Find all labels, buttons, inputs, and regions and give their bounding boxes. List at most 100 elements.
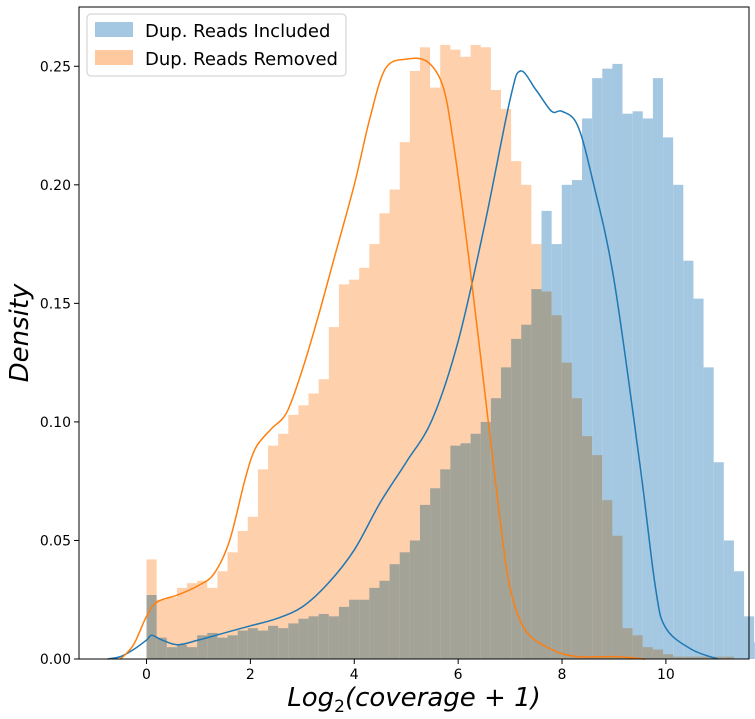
histogram-bar [146, 559, 157, 659]
x-axis-title-subscript: 2 [334, 697, 345, 717]
histogram-bar [592, 455, 603, 659]
histogram-bar [217, 571, 228, 659]
histogram-bar [430, 87, 441, 660]
histogram-bar [723, 656, 734, 659]
histogram-bar [268, 445, 279, 659]
histogram-bar [480, 47, 491, 659]
x-axis-title-rest: (coverage + 1) [345, 683, 541, 713]
histogram-bar [582, 436, 593, 659]
histogram-bar [673, 184, 684, 659]
histogram-bar [582, 118, 593, 659]
legend-box [86, 13, 347, 77]
histogram-bar [622, 113, 633, 659]
histogram-bar [612, 535, 623, 659]
histogram-bar [541, 291, 552, 659]
y-tick-label: 0.25 [40, 59, 71, 75]
histogram-bar [642, 118, 653, 659]
histogram-bar [693, 298, 704, 659]
histogram-bar [227, 552, 238, 659]
histogram-bar [612, 63, 623, 660]
x-axis-title: Log2(coverage + 1) [287, 683, 541, 717]
histogram-bar [713, 656, 724, 659]
legend-swatch-removed [95, 50, 133, 65]
histogram-bar [652, 78, 664, 660]
histogram-bar [247, 516, 258, 659]
y-tick-label: 0.10 [40, 415, 71, 431]
histogram-bar [369, 244, 380, 659]
histogram-bar [338, 284, 350, 659]
histogram-bar [723, 540, 734, 659]
histogram-bar [490, 89, 501, 660]
histogram-bar [298, 405, 309, 659]
y-axis: 0.00 0.05 0.10 0.15 0.20 0.25 [40, 59, 79, 668]
histogram-bar [460, 56, 471, 660]
histogram-bar [642, 647, 653, 659]
histogram-bar [328, 327, 339, 659]
histogram-bar [521, 184, 532, 659]
x-axis: 0 2 4 6 8 10 [142, 659, 675, 683]
histogram-bar [278, 433, 289, 659]
histogram-bar [156, 599, 167, 659]
legend-label-included: Dup. Reads Included [145, 21, 330, 42]
legend-label-removed: Dup. Reads Removed [145, 49, 338, 70]
x-tick-label: 8 [558, 667, 567, 683]
histogram-bar [197, 580, 208, 659]
histogram-bar [622, 628, 633, 659]
histogram-bar [470, 44, 481, 659]
plot-area [78, 6, 755, 660]
histogram-bar [349, 279, 360, 659]
histogram-bar [703, 656, 714, 659]
series-removed-kde-line [119, 57, 646, 660]
histogram-bar [571, 398, 583, 659]
y-tick-label: 0.20 [40, 178, 71, 194]
histogram-bar [703, 367, 714, 659]
histogram-bar [561, 362, 572, 659]
histogram-bar [551, 315, 562, 659]
histogram-bar [318, 379, 329, 659]
histogram-bar [632, 111, 643, 659]
y-axis-title: Density [5, 283, 35, 382]
histogram-bar [632, 635, 643, 659]
histogram-bar [663, 654, 674, 659]
histogram-bar [500, 108, 512, 659]
histogram-bar [187, 583, 198, 659]
histogram-bar [176, 587, 188, 659]
histogram-bar [602, 68, 613, 660]
histogram-bar [663, 137, 674, 659]
histogram-bar [207, 587, 218, 659]
histogram-bar [592, 78, 603, 660]
histogram-bar [389, 189, 400, 659]
series-removed-bars [146, 44, 734, 660]
legend-swatch-included [95, 22, 133, 37]
histogram-bar [308, 393, 319, 659]
x-tick-label: 2 [246, 667, 255, 683]
histogram-bar [733, 571, 745, 659]
histogram-bar [450, 49, 461, 659]
x-tick-label: 0 [142, 667, 151, 683]
x-tick-label: 4 [350, 667, 359, 683]
y-tick-label: 0.15 [40, 296, 71, 312]
histogram-bar [440, 44, 451, 659]
histogram-bar [683, 260, 694, 659]
histogram-bar [511, 161, 522, 660]
histogram-bar [399, 142, 410, 659]
histogram-bar [602, 500, 613, 659]
histogram-bar [673, 656, 684, 659]
histogram-bar [257, 469, 269, 659]
x-tick-label: 6 [454, 667, 463, 683]
histogram-bar [166, 597, 177, 659]
y-tick-label: 0.00 [40, 652, 71, 668]
histogram-bar [531, 244, 542, 659]
plot-frame [78, 6, 750, 660]
histogram-bar [237, 530, 248, 659]
x-tick-label: 10 [657, 667, 675, 683]
histogram-bar [288, 414, 299, 659]
histogram-bar [652, 649, 664, 659]
histogram-bar [713, 462, 724, 659]
x-axis-title-base: Log [287, 683, 334, 713]
legend: Dup. Reads Included Dup. Reads Removed [86, 13, 347, 77]
y-tick-label: 0.05 [40, 533, 71, 549]
histogram-bar [409, 71, 420, 660]
histogram-bar [379, 213, 390, 659]
